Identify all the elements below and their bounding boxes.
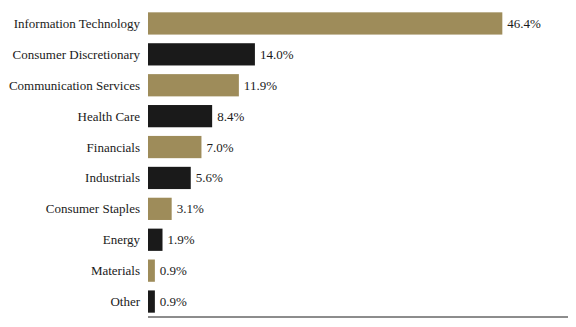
data-label: 0.9% (160, 263, 187, 278)
y-tick-label: Health Care (78, 109, 141, 124)
bar (148, 198, 172, 220)
chart-container: Information Technology Consumer Discretio… (0, 0, 576, 327)
data-label: 3.1% (177, 201, 204, 216)
y-tick-label: Energy (103, 232, 141, 247)
data-label: 46.4% (507, 16, 541, 31)
bar (148, 167, 191, 189)
x-axis-line (148, 317, 568, 318)
y-tick-label: Materials (91, 263, 140, 278)
y-axis-labels: Information Technology Consumer Discretio… (9, 16, 141, 309)
bar (148, 260, 155, 282)
data-label: 11.9% (244, 78, 277, 93)
y-tick-label: Information Technology (14, 16, 141, 31)
y-tick-label: Industrials (85, 170, 140, 185)
chart: Information Technology Consumer Discretio… (0, 0, 576, 327)
data-label: 8.4% (217, 109, 244, 124)
bar (148, 290, 155, 312)
data-label: 7.0% (206, 140, 233, 155)
data-label: 0.9% (160, 294, 187, 309)
data-label: 14.0% (260, 47, 294, 62)
bars (148, 12, 502, 312)
y-tick-label: Other (110, 294, 140, 309)
y-tick-label: Communication Services (9, 78, 140, 93)
y-tick-label: Consumer Staples (46, 201, 140, 216)
bar (148, 229, 163, 251)
bar (148, 12, 502, 34)
data-labels: 46.4% 14.0% 11.9% 8.4% 7.0% 5.6% 3.1% 1.9% 0.9% 0… (160, 16, 541, 309)
bar (148, 74, 239, 96)
data-label: 1.9% (168, 232, 195, 247)
y-tick-label: Financials (87, 140, 140, 155)
bar (148, 43, 255, 65)
data-label: 5.6% (196, 170, 223, 185)
bar (148, 136, 201, 158)
bar (148, 105, 212, 127)
y-tick-label: Consumer Discretionary (13, 47, 141, 62)
